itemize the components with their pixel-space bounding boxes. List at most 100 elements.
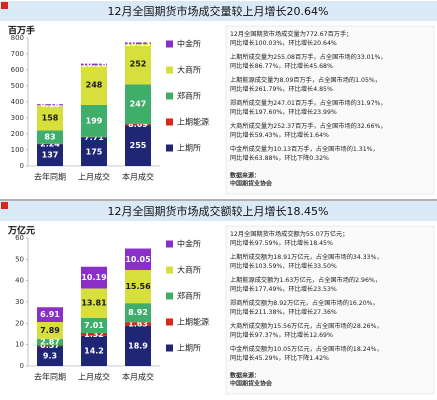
legend-label: 郑商所 xyxy=(177,291,201,301)
annotation: 同比增长86.77%，环比增长45.68% xyxy=(230,62,333,70)
y-tick-label: 500 xyxy=(11,82,24,90)
legend-swatch xyxy=(166,144,173,152)
data-label: 14.2 xyxy=(84,346,104,355)
y-tick-label: 800 xyxy=(11,34,24,42)
chart-title: 12月全国期货市场成交量较上月增长20.64% xyxy=(108,4,329,18)
annotation: 中金所成交量为10.13百万手，占全国市场的1.31%， xyxy=(230,145,379,153)
data-label: 9.3 xyxy=(43,352,57,361)
annotation: 郑商所成交额为8.92万亿元，占全国市场的16.20%， xyxy=(230,299,379,307)
legend-label: 上期能源 xyxy=(177,117,209,127)
bar-segment xyxy=(37,344,63,347)
annotation: 上期所成交量为255.08百万手，占全国市场的33.01%， xyxy=(230,53,387,61)
bar-segment xyxy=(125,125,151,166)
legend-swatch xyxy=(166,118,173,126)
annotation-panel xyxy=(225,25,435,195)
y-tick-label: 10 xyxy=(15,341,24,349)
chart-panel: 12月全国期货市场成交额较上月增长18.45% 0 10 20 30 40 50 60万亿元去… xyxy=(0,201,437,395)
annotation: 大商所成交额为15.56万亿元，占全国市场的28.26%， xyxy=(230,322,383,330)
legend-swatch xyxy=(166,266,173,274)
data-label: 158 xyxy=(42,113,59,122)
legend-label: 大商所 xyxy=(177,65,201,75)
bar-segment xyxy=(37,338,63,345)
y-tick-label: 700 xyxy=(11,50,24,58)
x-tick-label: 去年同期 xyxy=(34,172,66,182)
bar-segment xyxy=(37,346,63,366)
bar-segment xyxy=(125,269,151,304)
data-label: 10.16 xyxy=(81,60,107,69)
y-tick-label: 600 xyxy=(11,66,24,74)
x-tick-label: 本月成交 xyxy=(122,172,154,182)
bar-segment xyxy=(37,105,63,131)
bar-segment xyxy=(125,42,151,45)
bar-segment xyxy=(37,307,63,322)
data-label: 10.05 xyxy=(125,255,151,264)
bar-segment xyxy=(37,321,63,339)
data-label: 0.57 xyxy=(40,341,60,350)
bar-segment xyxy=(125,123,151,126)
annotation: 同比增长177.49%，环比增长23.53% xyxy=(230,285,337,293)
data-label: 8.92 xyxy=(128,308,148,317)
annotation: 同比增长100.03%，环比增长20.64% xyxy=(230,39,337,47)
legend-swatch xyxy=(166,292,173,300)
legend-swatch xyxy=(166,318,173,326)
y-axis-unit: 万亿元 xyxy=(7,225,35,237)
y-tick-label: 40 xyxy=(15,277,24,285)
y-tick-label: 200 xyxy=(11,130,24,138)
y-axis-unit: 百万手 xyxy=(8,25,35,37)
y-tick-label: 400 xyxy=(11,98,24,106)
data-label: 2.24 xyxy=(40,139,60,148)
logo xyxy=(1,2,8,9)
data-label: 15.56 xyxy=(125,282,151,291)
bar-segment xyxy=(125,303,151,323)
bar-segment xyxy=(81,65,107,105)
annotation: 同比增长59.43%，环比增长1.64% xyxy=(230,131,329,139)
chart-title: 12月全国期货市场成交额较上月增长18.45% xyxy=(108,204,329,218)
annotation-panel xyxy=(225,225,435,395)
annotation: 同比增长97.59%，环比增长18.45% xyxy=(230,239,333,247)
data-label: 83 xyxy=(44,133,55,142)
data-label: 1.32 xyxy=(84,330,104,339)
bar-segment xyxy=(125,322,151,326)
data-label: 6.91 xyxy=(40,310,60,319)
data-label: 137 xyxy=(42,151,59,160)
legend-label: 大商所 xyxy=(177,265,201,275)
annotation: 同比增长197.60%，环比增长23.99% xyxy=(230,108,337,116)
legend-label: 上期所 xyxy=(177,143,201,153)
data-label: 13.81 xyxy=(81,299,107,308)
x-tick-label: 上月成交 xyxy=(78,172,110,182)
data-label: 2.87 xyxy=(40,337,60,346)
bar-segment xyxy=(125,248,151,270)
bar-segment xyxy=(125,325,151,366)
legend-label: 中金所 xyxy=(177,239,201,249)
y-tick-label: 0 xyxy=(20,362,24,370)
annotation: 上期能源成交额为1.63万亿元，占全国市场的2.96%， xyxy=(230,276,381,284)
legend-swatch xyxy=(166,92,173,100)
annotation: 大商所成交量为252.37百万手，占全国市场的32.66%， xyxy=(230,122,387,130)
bar-segment xyxy=(125,44,151,85)
legend-label: 中金所 xyxy=(177,39,201,49)
data-label: 8.09 xyxy=(128,120,148,129)
bar-segment xyxy=(81,335,107,366)
data-label: 247 xyxy=(130,100,147,109)
bar-segment xyxy=(81,63,107,66)
y-tick-label: 0 xyxy=(20,162,24,170)
annotation: 同比增长63.88%，环比下降0.32% xyxy=(230,154,329,162)
data-label: 199 xyxy=(86,116,103,125)
title-bar xyxy=(0,1,437,21)
annotation: 中金所成交额为10.05万亿元，占全国市场的18.24%， xyxy=(230,345,383,353)
bar-segment xyxy=(81,266,107,289)
data-label: 10.13 xyxy=(125,39,150,48)
data-label: 248 xyxy=(86,81,103,90)
legend-label: 上期所 xyxy=(177,343,201,353)
data-label: 1.63 xyxy=(128,319,148,328)
y-tick-label: 300 xyxy=(11,114,24,122)
logo xyxy=(1,202,8,209)
bar-segment xyxy=(81,317,107,333)
chart-panel: 12月全国期货市场成交量较上月增长20.64% 0 100 200 300 400 500 6… xyxy=(0,1,437,195)
legend-label: 上期能源 xyxy=(177,317,209,327)
annotation: 同比增长45.29%，环比下降1.42% xyxy=(230,354,329,362)
y-tick-label: 100 xyxy=(11,146,24,154)
data-label: 7.89 xyxy=(40,326,60,335)
data-label: 7.01 xyxy=(84,321,104,330)
